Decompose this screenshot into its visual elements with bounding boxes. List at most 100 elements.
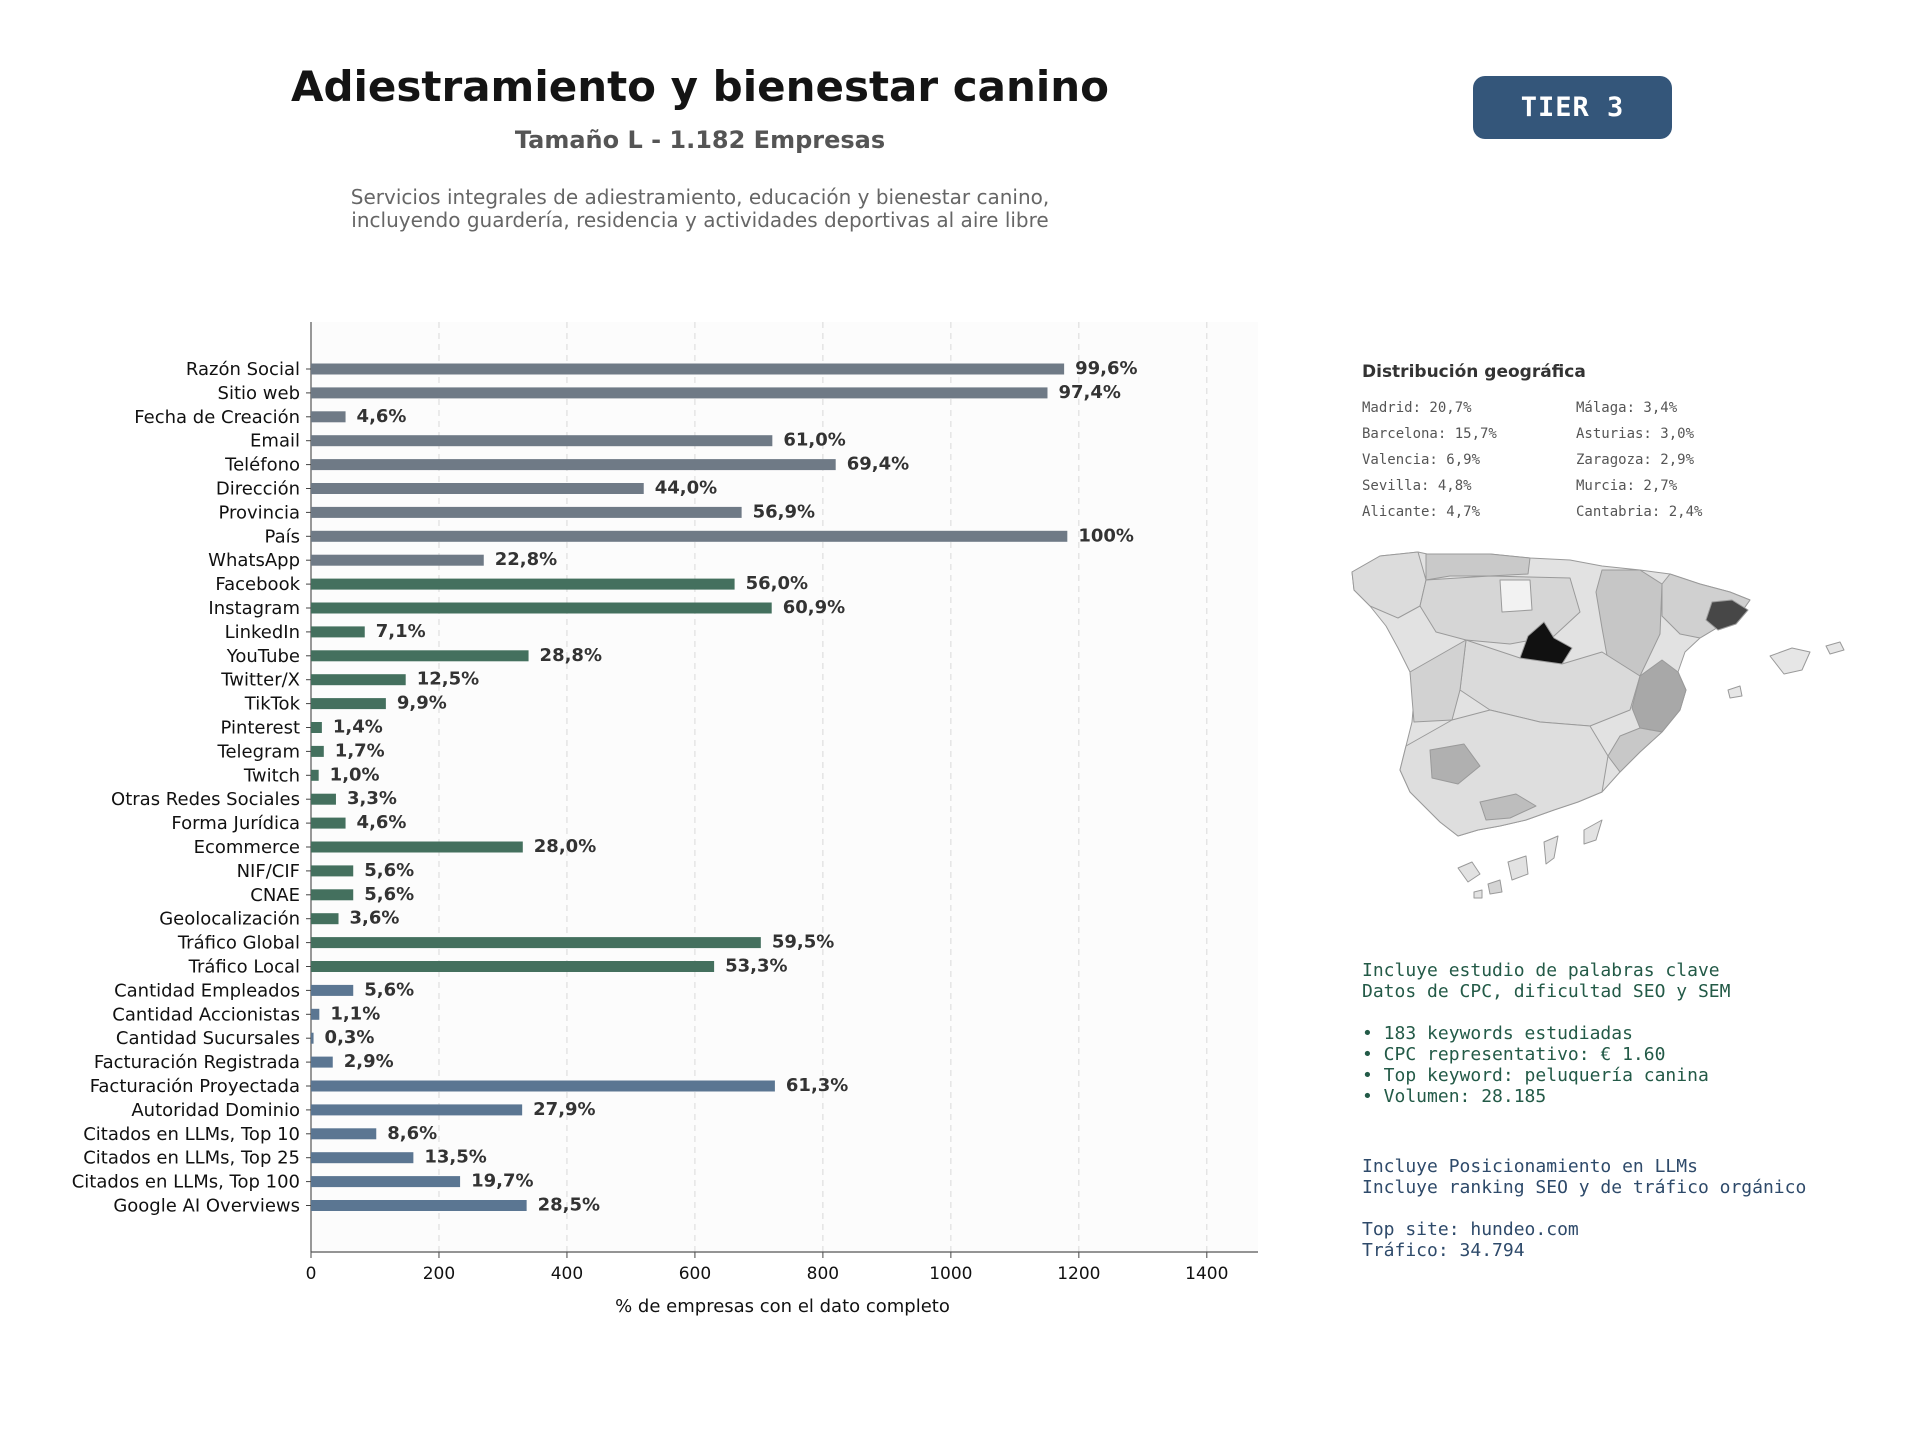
- category-label: Dirección: [216, 479, 300, 500]
- category-label: LinkedIn: [225, 622, 300, 643]
- map-region-barcelona: [1705, 599, 1749, 631]
- data-label: 60,9%: [783, 597, 845, 618]
- category-label: Facturación Registrada: [94, 1052, 300, 1073]
- geo-item: Málaga: 3,4%: [1576, 400, 1678, 416]
- map-region-castilla-mancha: [1459, 639, 1641, 727]
- map-region-canary-5: [1487, 879, 1503, 895]
- geo-item: Sevilla: 4,8%: [1362, 478, 1472, 494]
- category-label: Provincia: [218, 502, 300, 523]
- bar: [311, 913, 339, 925]
- bar: [311, 769, 319, 781]
- category-label: NIF/CIF: [237, 861, 300, 882]
- category-label: Razón Social: [186, 359, 300, 380]
- bar: [311, 1104, 523, 1116]
- category-label: Facebook: [215, 574, 300, 595]
- bar-chart: 0 200 400 600 800 1000 1200 1400 % de empresas c…: [72, 322, 1258, 1317]
- bar: [311, 698, 386, 710]
- x-axis-label: % de empresas con el dato completo: [615, 1296, 950, 1317]
- data-label: 9,9%: [397, 693, 447, 714]
- data-label: 53,3%: [725, 956, 787, 977]
- bar: [311, 1056, 333, 1068]
- category-label: Citados en LLMs, Top 10: [83, 1124, 300, 1145]
- category-label: Cantidad Empleados: [114, 980, 300, 1001]
- map-region-andalusia: [1399, 709, 1609, 837]
- data-label: 5,6%: [364, 979, 414, 1000]
- bar: [311, 626, 365, 638]
- category-label: Instagram: [208, 598, 300, 619]
- keywords-info: Incluye estudio de palabras clave Datos …: [1362, 960, 1731, 1107]
- geo-item: Madrid: 20,7%: [1362, 400, 1472, 416]
- bar: [311, 722, 322, 733]
- data-label: 44,0%: [655, 478, 717, 499]
- category-label: Citados en LLMs, Top 100: [72, 1172, 300, 1193]
- geo-item: Barcelona: 15,7%: [1362, 426, 1497, 442]
- bar: [311, 387, 1048, 399]
- x-tick-label: 200: [423, 1264, 455, 1284]
- map-region-valencia: [1631, 659, 1687, 733]
- bar: [311, 745, 324, 757]
- bar: [311, 1152, 414, 1164]
- bar: [311, 435, 773, 447]
- map-region-malaga: [1479, 793, 1537, 821]
- data-label: 3,3%: [347, 788, 397, 809]
- category-label: Facturación Proyectada: [90, 1076, 300, 1097]
- page-title: Adiestramiento y bienestar canino: [290, 62, 1110, 111]
- category-label: Cantidad Accionistas: [112, 1004, 300, 1025]
- geo-distribution-list: Madrid: 20,7% Málaga: 3,4% Barcelona: 15…: [1362, 398, 1782, 523]
- map-region-canary-2: [1507, 855, 1529, 881]
- category-label: Sitio web: [218, 383, 300, 404]
- data-label: 59,5%: [772, 932, 834, 953]
- page-description: Servicios integrales de adiestramiento, …: [350, 185, 1050, 232]
- map-region-balearics: [1769, 647, 1811, 675]
- x-tick-label: 0: [306, 1264, 317, 1284]
- bar: [311, 506, 742, 518]
- bar: [311, 793, 336, 805]
- category-label: Otras Redes Sociales: [111, 789, 300, 810]
- category-label: Geolocalización: [159, 909, 300, 930]
- data-label: 8,6%: [387, 1123, 437, 1144]
- geo-item: Alicante: 4,7%: [1362, 504, 1481, 520]
- data-label: 4,6%: [357, 812, 407, 833]
- data-label: 99,6%: [1075, 358, 1137, 379]
- data-label: 3,6%: [350, 908, 400, 929]
- data-label: 1,7%: [335, 740, 385, 761]
- data-label: 28,5%: [538, 1195, 600, 1216]
- data-label: 61,0%: [783, 430, 845, 451]
- x-tick-label: 400: [551, 1264, 583, 1284]
- map-region-sevilla: [1429, 743, 1481, 785]
- map-region-canary-3: [1543, 835, 1559, 865]
- bar: [311, 602, 772, 614]
- data-label: 56,9%: [753, 501, 815, 522]
- data-label: 1,0%: [330, 764, 380, 785]
- data-label: 19,7%: [471, 1171, 533, 1192]
- category-label: Autoridad Dominio: [131, 1100, 300, 1121]
- bar: [311, 984, 354, 996]
- map-region-burgos: [1499, 579, 1533, 613]
- geo-item: Zaragoza: 2,9%: [1576, 452, 1695, 468]
- bar: [311, 817, 346, 829]
- category-label: Pinterest: [220, 718, 300, 739]
- map-region-menorca: [1825, 641, 1845, 655]
- bar: [311, 961, 715, 972]
- map-region-galicia: [1351, 551, 1427, 619]
- bar: [311, 554, 484, 566]
- data-label: 12,5%: [417, 669, 479, 690]
- bar: [311, 411, 346, 423]
- data-label: 97,4%: [1058, 382, 1120, 403]
- data-label: 13,5%: [424, 1147, 486, 1168]
- x-tick-label: 1200: [1057, 1264, 1100, 1284]
- category-label: País: [265, 526, 300, 547]
- category-label: CNAE: [250, 885, 300, 906]
- data-label: 0,3%: [325, 1027, 375, 1048]
- bar: [311, 1128, 377, 1140]
- x-tick-label: 1000: [929, 1264, 972, 1284]
- spain-map: [1351, 551, 1845, 899]
- map-region-canary-4: [1583, 819, 1603, 845]
- data-label: 4,6%: [357, 406, 407, 427]
- data-label: 61,3%: [786, 1075, 848, 1096]
- category-label: WhatsApp: [208, 550, 300, 571]
- map-region-canary-6: [1473, 889, 1483, 899]
- bar: [311, 674, 406, 686]
- category-label: Fecha de Creación: [134, 407, 300, 428]
- data-label: 5,6%: [364, 860, 414, 881]
